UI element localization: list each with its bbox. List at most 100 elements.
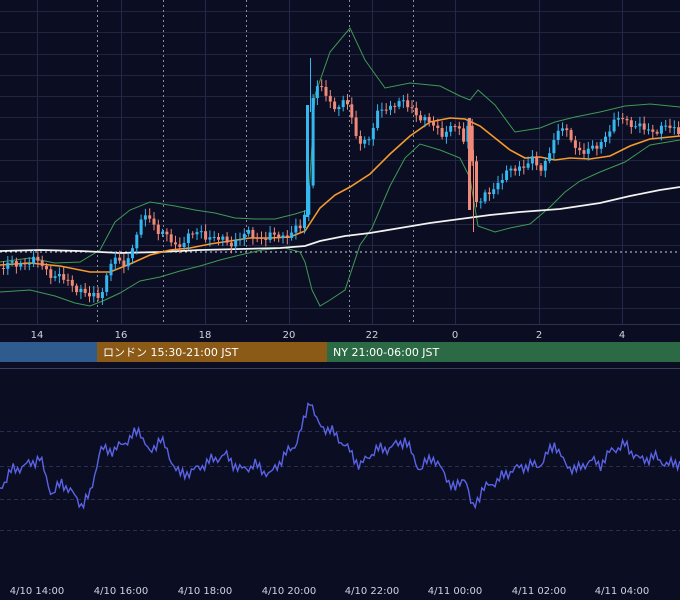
candle-body <box>475 161 478 202</box>
candle-body <box>320 86 324 88</box>
candle-body <box>522 166 526 168</box>
candle-body <box>625 118 629 121</box>
candle-body <box>500 179 504 183</box>
session-london-block <box>97 342 327 362</box>
oscillator-line <box>0 402 680 510</box>
candle-body <box>204 231 208 240</box>
price-panel[interactable] <box>0 0 680 324</box>
oscillator-time-axis: 4/10 14:00 4/10 16:00 4/10 18:00 4/10 20:00… <box>10 586 649 597</box>
candle-body <box>530 156 534 164</box>
candle-body <box>57 274 61 277</box>
candle-body <box>483 192 487 202</box>
candle-body <box>169 234 173 243</box>
candle-body <box>655 131 659 134</box>
candle-body <box>634 126 638 128</box>
candle-body <box>105 275 109 292</box>
candle-body <box>152 218 156 225</box>
candle-body <box>14 261 18 267</box>
oscillator-time-tick-label: 4/10 18:00 <box>178 586 232 597</box>
candle-body <box>346 100 349 105</box>
candle-body <box>303 214 306 229</box>
candle-body <box>148 215 152 219</box>
candle-body <box>36 256 40 261</box>
candle-body <box>341 100 345 108</box>
candle-body <box>27 263 31 265</box>
candle-body <box>552 140 556 154</box>
candle-body <box>135 234 139 249</box>
candle-body <box>290 232 294 238</box>
candle-body <box>242 233 246 240</box>
candle-body <box>225 236 229 243</box>
price-time-tick-label: 22 <box>366 330 379 341</box>
candle-body <box>6 262 10 269</box>
candle-body <box>212 236 216 238</box>
candle-body <box>401 100 405 102</box>
candle-body <box>621 118 625 120</box>
candle-body <box>306 105 309 217</box>
candle-body <box>393 105 397 107</box>
candle-body <box>384 109 388 111</box>
candle-body <box>406 100 410 108</box>
candle-body <box>337 107 341 110</box>
candle-body <box>208 237 212 240</box>
candle-body <box>10 261 14 263</box>
oscillator-time-tick-label: 4/10 14:00 <box>10 586 64 597</box>
candle-body <box>294 225 298 233</box>
candle-body <box>578 147 582 151</box>
candle-body <box>582 150 586 154</box>
candle-body <box>444 131 448 137</box>
candle-body <box>664 125 668 127</box>
candle-body <box>595 145 599 149</box>
candle-body <box>298 225 302 229</box>
session-bar: ロンドン 15:30-21:00 JST NY 21:00-06:00 JST <box>0 342 680 362</box>
candle-body <box>457 126 461 129</box>
price-grid-vertical <box>37 0 623 324</box>
candle-body <box>161 231 165 234</box>
candle-body <box>556 130 560 141</box>
oscillator-time-tick-label: 4/10 16:00 <box>94 586 148 597</box>
candle-body <box>350 104 354 118</box>
price-time-tick-label: 4 <box>619 330 625 341</box>
candle-body <box>638 123 642 127</box>
candle-body <box>543 161 547 171</box>
candle-body <box>165 231 169 235</box>
candle-body <box>100 291 104 298</box>
candle-body <box>277 234 281 238</box>
candle-body <box>66 279 70 281</box>
candle-body <box>509 168 513 171</box>
candle-body <box>79 288 83 293</box>
candle-body <box>453 126 457 128</box>
candle-body <box>363 139 367 144</box>
candle-body <box>333 101 337 110</box>
candle-body <box>466 125 470 142</box>
candle-body <box>311 98 315 186</box>
candle-body <box>354 117 358 137</box>
candle-body <box>651 129 655 132</box>
candle-body <box>470 125 474 162</box>
candle-body <box>612 119 616 132</box>
candle-body <box>539 165 543 171</box>
candle-body <box>126 258 130 267</box>
price-time-tick-label: 0 <box>452 330 458 341</box>
oscillator-panel[interactable] <box>0 402 680 531</box>
candle-body <box>191 233 195 235</box>
candle-body <box>526 163 530 168</box>
candle-body <box>251 229 255 238</box>
price-time-tick-label: 2 <box>536 330 542 341</box>
candle-body <box>479 201 483 203</box>
oscillator-time-tick-label: 4/11 02:00 <box>512 586 566 597</box>
short-moving-average <box>0 117 680 273</box>
oscillator-time-tick-label: 4/10 20:00 <box>262 586 316 597</box>
candle-body <box>229 242 233 247</box>
candle-body <box>604 136 607 143</box>
candle-body <box>195 232 199 235</box>
candle-body <box>505 170 509 180</box>
candle-body <box>414 107 418 116</box>
candle-body <box>19 263 23 267</box>
candle-body <box>178 244 182 247</box>
candle-body <box>468 118 471 210</box>
candle-body <box>122 260 126 267</box>
candle-body <box>92 292 96 297</box>
candle-body <box>608 131 612 137</box>
candle-body <box>487 192 491 195</box>
